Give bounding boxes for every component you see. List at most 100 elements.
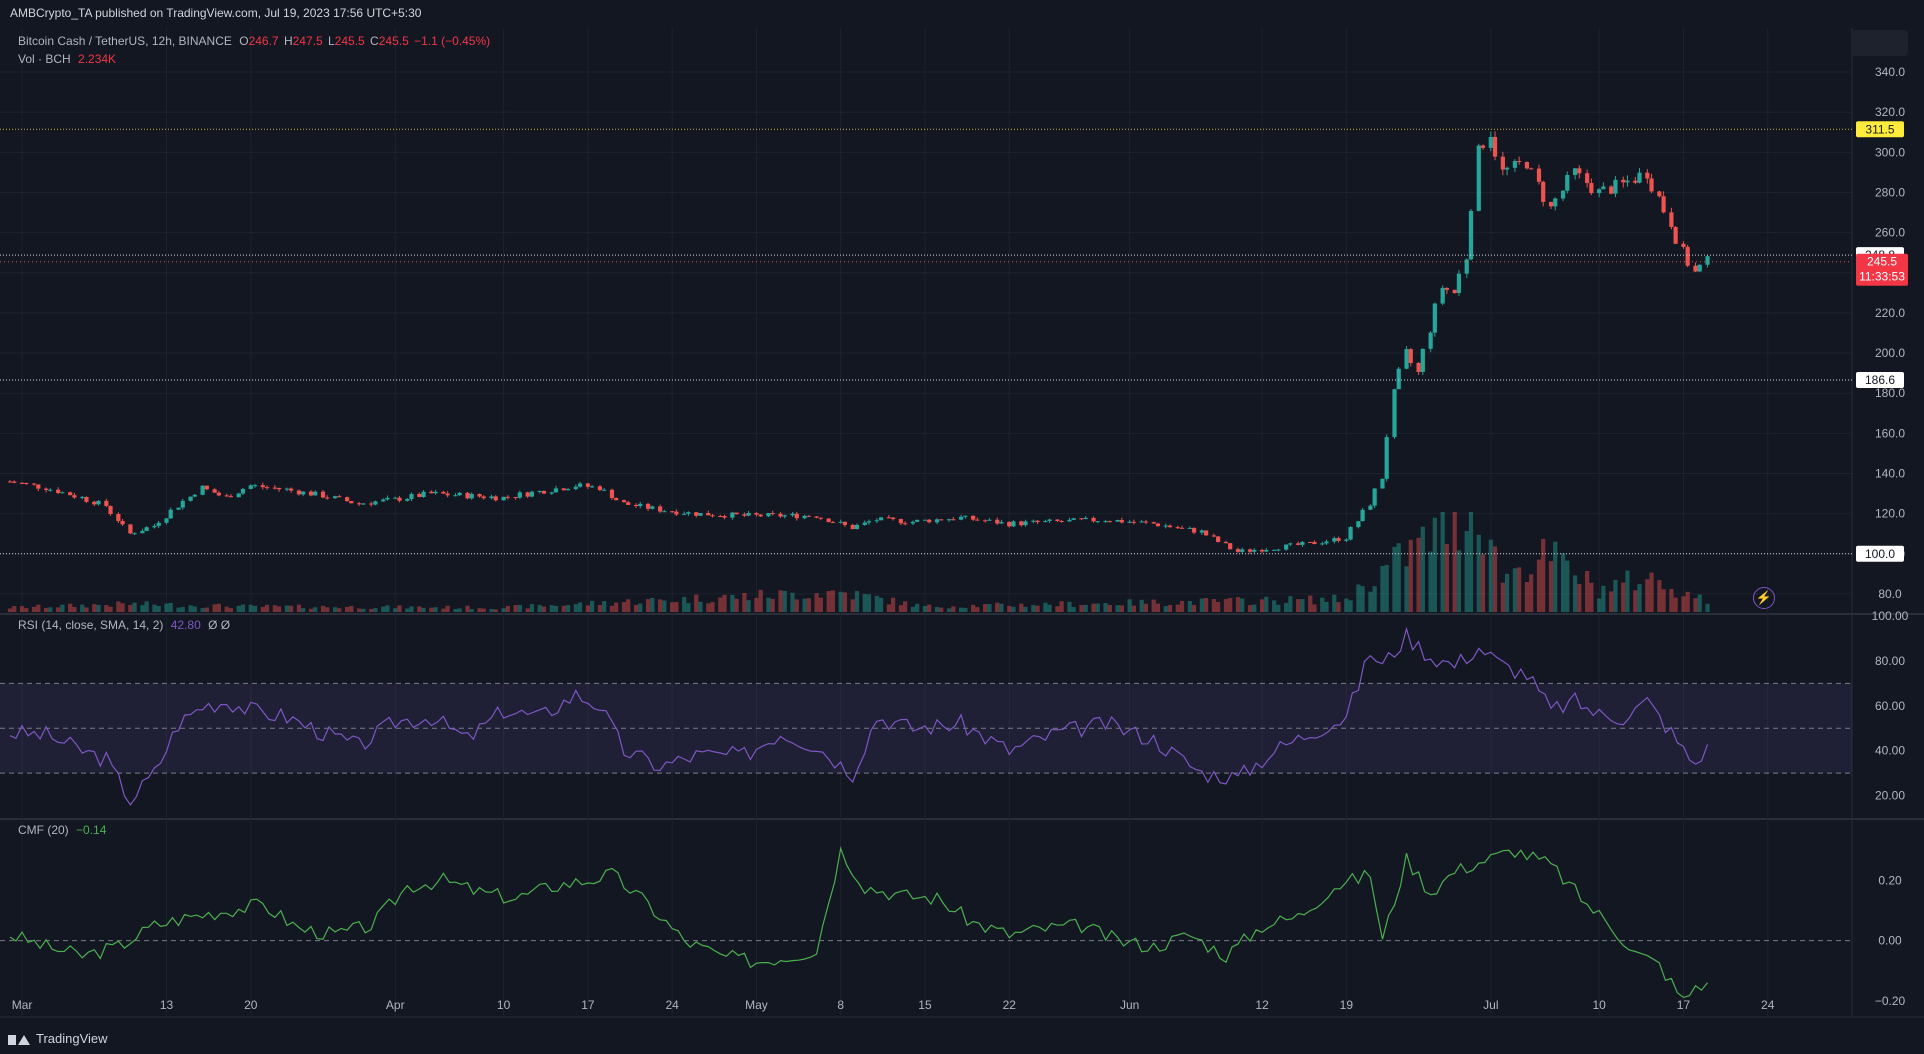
candle bbox=[1151, 522, 1156, 524]
volume-bar bbox=[1095, 603, 1100, 612]
candle bbox=[1047, 519, 1052, 522]
rsi-tick-label: 60.00 bbox=[1875, 699, 1905, 713]
candle bbox=[766, 513, 771, 517]
candle bbox=[975, 519, 980, 521]
volume-bar bbox=[565, 605, 571, 612]
candle bbox=[96, 500, 101, 505]
open-label: O bbox=[239, 34, 249, 48]
volume-bar bbox=[1199, 598, 1204, 612]
volume-bar bbox=[104, 605, 109, 612]
volume-bar bbox=[766, 597, 771, 612]
level-tag bbox=[1856, 545, 1904, 562]
volume-bar bbox=[874, 595, 879, 612]
volume-bar bbox=[638, 603, 643, 612]
volume-bar bbox=[180, 607, 185, 612]
candle bbox=[457, 492, 462, 496]
candle bbox=[120, 520, 125, 525]
volume-bar bbox=[1613, 579, 1618, 612]
change-value: −1.1 (−0.45%) bbox=[414, 34, 491, 48]
rsi-extra: Ø Ø bbox=[208, 618, 231, 632]
candle bbox=[1115, 519, 1120, 522]
volume-bar bbox=[481, 608, 486, 612]
volume-bar bbox=[585, 605, 590, 612]
volume-bar bbox=[1500, 582, 1505, 612]
volume-bar bbox=[1223, 599, 1229, 612]
volume-bar bbox=[1360, 586, 1365, 612]
volume-bar bbox=[1247, 605, 1253, 612]
candle bbox=[645, 503, 651, 509]
candle bbox=[1284, 544, 1289, 550]
candle bbox=[573, 486, 578, 490]
x-tick-label: 10 bbox=[1592, 998, 1606, 1012]
countdown-label: 11:33:53 bbox=[1859, 270, 1905, 284]
volume-bar bbox=[1264, 596, 1269, 612]
candle bbox=[252, 485, 258, 487]
volume-bar bbox=[1601, 585, 1606, 612]
volume-bar bbox=[228, 608, 234, 612]
candle bbox=[1127, 521, 1132, 523]
candle bbox=[289, 488, 294, 491]
y-tick-label: 260.0 bbox=[1875, 226, 1905, 240]
volume-bar bbox=[1384, 564, 1389, 612]
chart-settings-button[interactable] bbox=[1852, 30, 1908, 56]
volume-bar bbox=[886, 604, 891, 612]
volume-bar bbox=[674, 601, 679, 612]
volume-bar bbox=[842, 592, 848, 612]
candle bbox=[373, 501, 378, 505]
y-tick-label: 340.0 bbox=[1875, 65, 1905, 79]
volume-bar bbox=[248, 604, 253, 612]
volume-bar bbox=[1625, 570, 1630, 612]
volume-bar bbox=[36, 604, 41, 612]
x-tick-label: 24 bbox=[1761, 998, 1775, 1012]
candle bbox=[1681, 243, 1686, 247]
volume-bar bbox=[469, 609, 474, 612]
volume-bar bbox=[84, 607, 89, 612]
volume-bar bbox=[1524, 582, 1530, 612]
candle bbox=[272, 487, 277, 489]
candle bbox=[1259, 549, 1265, 552]
volume-bar bbox=[818, 597, 823, 612]
volume-bar bbox=[734, 598, 739, 612]
candle bbox=[140, 530, 145, 534]
candle bbox=[589, 486, 595, 488]
high-label: H bbox=[283, 34, 293, 48]
footer-bar: TradingView bbox=[0, 1024, 1924, 1054]
candle bbox=[228, 496, 234, 498]
last-price-label: 245.5 bbox=[1867, 255, 1897, 269]
volume-bar bbox=[658, 599, 663, 612]
volume-bar bbox=[958, 607, 964, 612]
volume-bar bbox=[694, 594, 699, 612]
volume-bar bbox=[1492, 546, 1498, 612]
volume-bar bbox=[1536, 559, 1542, 612]
volume-bar bbox=[272, 605, 277, 612]
lightning-icon[interactable]: ⚡ bbox=[1753, 587, 1775, 609]
candle bbox=[790, 513, 795, 516]
candle bbox=[1312, 541, 1317, 545]
candle bbox=[577, 483, 583, 487]
candle bbox=[722, 516, 727, 518]
candle bbox=[658, 506, 663, 512]
rsi-line bbox=[9, 626, 1709, 806]
volume-bar bbox=[369, 608, 374, 612]
volume-bar bbox=[1572, 575, 1578, 612]
volume-bar bbox=[1131, 605, 1136, 612]
volume-bar bbox=[1585, 570, 1590, 612]
candle bbox=[983, 520, 988, 522]
candle bbox=[296, 490, 302, 495]
volume-bar bbox=[1565, 560, 1570, 612]
volume-bar bbox=[260, 606, 265, 612]
candle bbox=[429, 491, 434, 494]
volume-bar bbox=[1055, 606, 1060, 612]
candle bbox=[1649, 178, 1654, 192]
candle bbox=[192, 494, 197, 497]
volume-bar bbox=[320, 605, 326, 612]
volume-bar bbox=[264, 604, 270, 612]
candle bbox=[1356, 521, 1361, 528]
volume-bar bbox=[1083, 604, 1088, 612]
candle bbox=[72, 495, 77, 498]
x-tick-label: 17 bbox=[581, 998, 595, 1012]
volume-bar bbox=[794, 599, 799, 612]
volume-value: 2.234K bbox=[78, 52, 117, 66]
candle bbox=[1308, 541, 1313, 543]
